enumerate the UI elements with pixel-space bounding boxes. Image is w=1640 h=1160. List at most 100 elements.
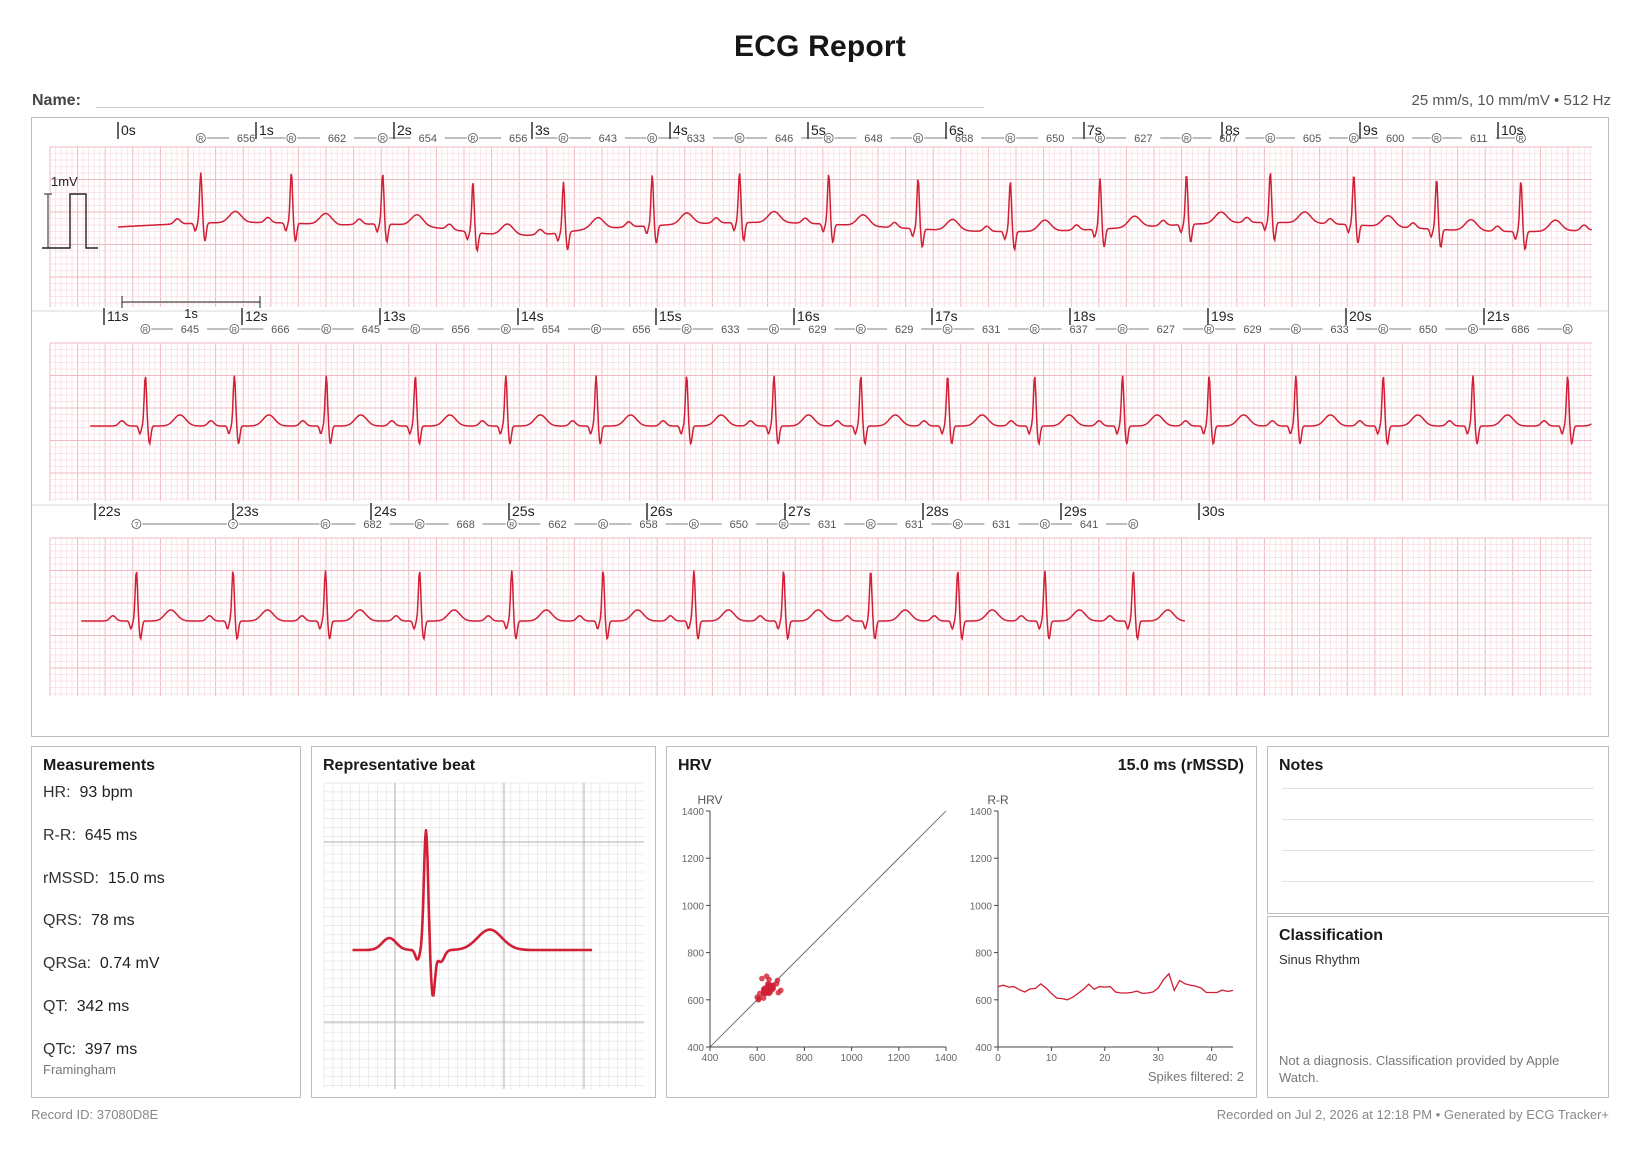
rr-label: 662 [548,519,566,531]
measurement-qtc: QTc: 397 ms [43,1041,137,1059]
time-label: 3s [535,122,550,138]
calibration-label: 1mV [51,174,78,189]
rr-label: 611 [1470,133,1488,145]
rr-label: 633 [721,324,739,336]
representative-beat-chart [323,782,644,1089]
poincare-y-tick-label: 600 [687,996,704,1007]
r-peak-symbol: R [1351,136,1356,143]
r-peak-marker [942,324,953,334]
measurement-qt: QT: 342 ms [43,998,129,1016]
r-peak-symbol: R [1042,522,1047,529]
r-peak-symbol: R [601,522,606,529]
rr-label: 631 [818,519,836,531]
spikes-filtered: Spikes filtered: 2 [1147,1069,1244,1084]
r-peak-marker [1005,133,1016,143]
rr-label: 631 [982,324,1000,336]
r-peak-symbol: R [413,327,418,334]
time-label: 11s [107,308,129,324]
r-peak-symbol: R [232,327,237,334]
rr-label: 633 [1330,324,1348,336]
time-label: 24s [374,503,397,519]
rr-x-tick-label: 10 [1046,1053,1058,1064]
measurement-qrsa: QRSa: 0.74 mV [43,955,160,973]
rr-label: 682 [363,519,381,531]
poincare-point [766,989,772,996]
time-label: 21s [1487,308,1510,324]
r-peak-marker [468,133,478,143]
rr-series-line [997,972,1234,1001]
scale-bar-label: 1s [184,306,198,321]
time-label: 0s [121,122,136,138]
representative-beat-panel: Representative beat [311,746,656,1098]
measurement-value: 397 ms [84,1041,138,1058]
classification-panel: Classification Sinus Rhythm Not a diagno… [1267,916,1609,1098]
r-peak-marker [913,133,924,143]
r-peak-marker [500,324,511,334]
poincare-y-tick-label: 400 [687,1043,704,1054]
rr-y-tick-label: 1200 [970,854,993,865]
rr-label: 633 [687,133,705,145]
poincare-y-tick-label: 1000 [682,901,705,912]
r-peak-symbol: R [650,136,655,143]
time-label: 16s [797,308,820,324]
hrv-title: HRV [678,757,712,774]
rr-label: 668 [456,519,474,531]
r-peak-marker [1291,324,1301,334]
note-line[interactable] [1282,881,1594,882]
poincare-x-tick-label: 1400 [935,1053,958,1064]
r-peak-symbol: R [1184,136,1189,143]
note-line[interactable] [1282,788,1594,789]
poincare-point [768,985,774,991]
measurement-value: 0.74 mV [99,955,160,972]
r-peak-marker [647,133,658,143]
measurement-rr: R-R: 645 ms [43,827,137,845]
hrv-rmssd-value: 15.0 ms (rMSSD) [1117,757,1244,774]
rr-label: 643 [599,133,617,145]
poincare-point [760,995,767,1001]
qtc-method: Framingham [43,1062,116,1077]
measurement-value: 342 ms [76,998,130,1015]
recording-settings: 25 mm/s, 10 mm/mV • 512 Hz [1411,92,1611,109]
poincare-x-tick-label: 1000 [840,1053,863,1064]
measurement-label: rMSSD: [43,870,99,887]
rr-label: 600 [1386,133,1404,145]
rr-label: 627 [1134,133,1152,145]
measurement-value: 645 ms [84,827,138,844]
r-peak-symbol: R [1470,327,1475,334]
time-label: 19s [1211,308,1234,324]
time-label: 22s [98,503,121,519]
name-input-line[interactable] [96,107,984,108]
r-peak-marker [1516,133,1526,143]
time-label: 15s [659,308,682,324]
poincare-y-axis-label: HRV [697,793,722,807]
time-label: 4s [673,122,688,138]
r-peak-symbol: R [1381,327,1386,334]
rr-label: 627 [1157,324,1175,336]
time-label: 12s [245,308,268,324]
poincare-y-tick-label: 1400 [682,807,705,818]
r-peak-marker [1265,133,1276,143]
r-peak-symbol: R [198,136,203,143]
rr-label: 629 [808,324,826,336]
calibration-pulse: 1mV 1s [42,174,261,321]
note-line[interactable] [1282,850,1594,851]
time-label: 9s [1363,122,1378,138]
measurement-label: QRSa: [43,955,92,972]
ecg-strip-area: 0s 1s 2s 3s 4s 5s 6s 7s 8s 9s 10s R 656 R 662 R 654 R 656 R… [31,117,1609,737]
r-peak-symbol: R [1097,136,1102,143]
r-peak-marker [1378,324,1389,334]
notes-title: Notes [1279,757,1324,774]
rr-label: 605 [1303,133,1321,145]
measurement-hr: HR: 93 bpm [43,784,133,802]
rr-x-tick-label: 20 [1099,1053,1111,1064]
r-peak-symbol: R [826,136,831,143]
rr-y-axis-label: R-R [987,793,1009,807]
time-label: 23s [236,503,259,519]
note-line[interactable] [1282,819,1594,820]
r-peak-marker [865,519,876,529]
r-peak-symbol: R [1293,327,1298,334]
rr-x-tick-label: 0 [995,1053,1001,1064]
r-peak-symbol: ? [134,522,138,529]
r-peak-symbol: R [143,327,148,334]
